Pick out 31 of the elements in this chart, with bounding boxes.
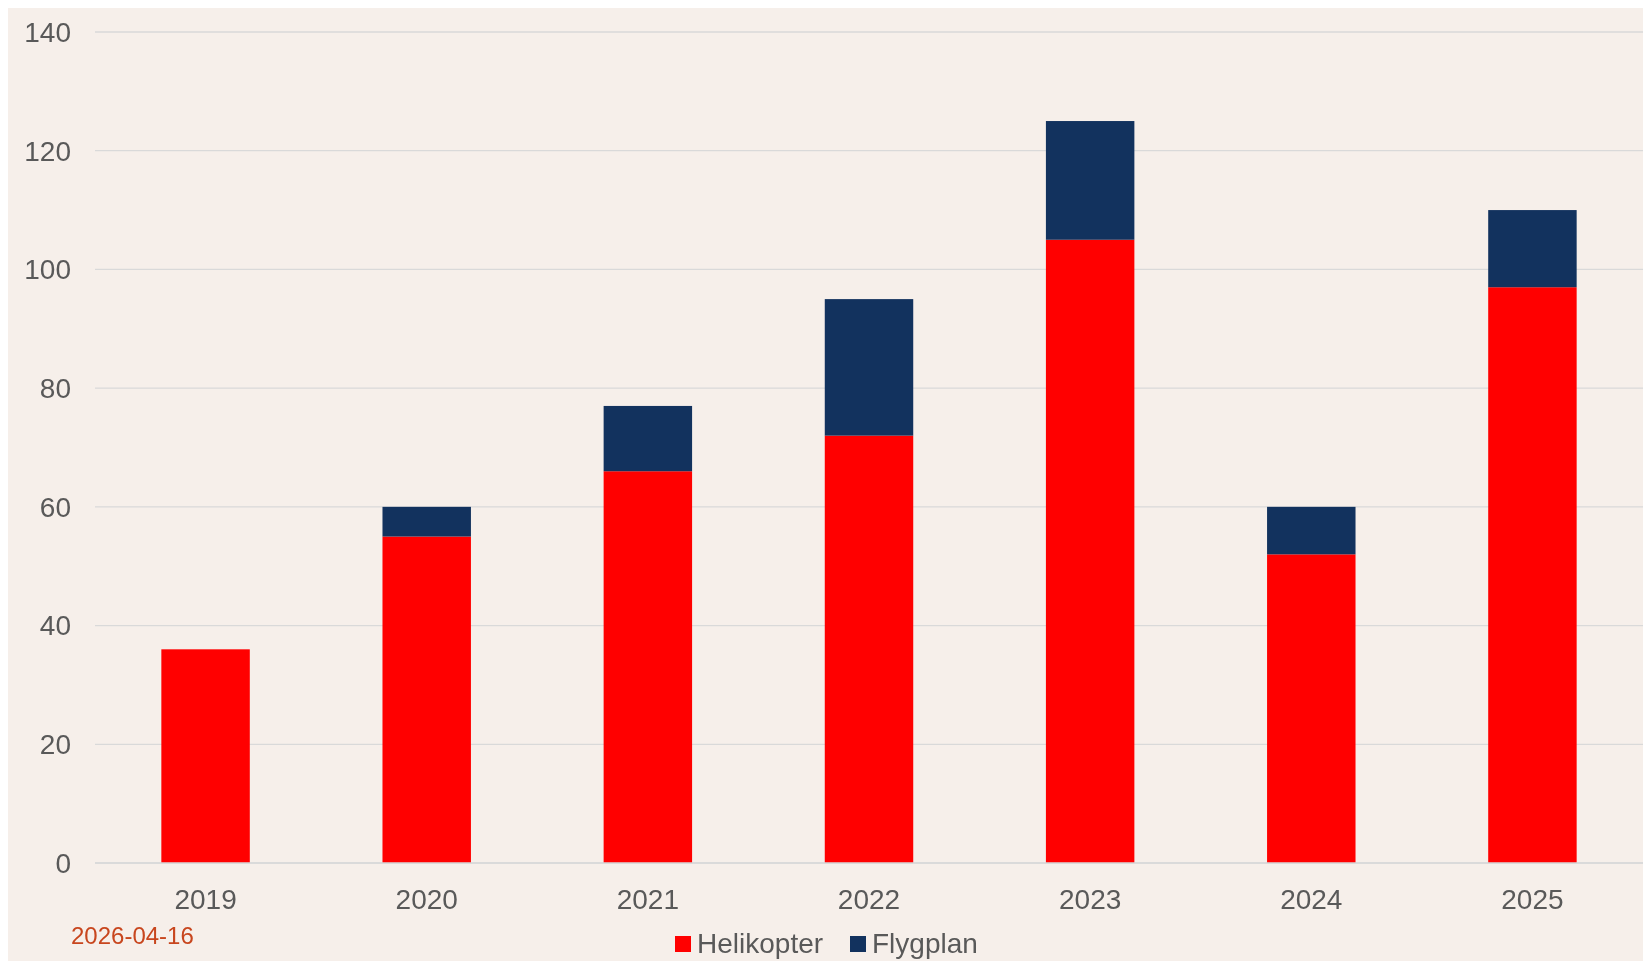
x-tick-label: 2025: [1501, 884, 1564, 915]
y-tick-label: 20: [39, 729, 71, 761]
y-tick-label: 40: [39, 610, 71, 642]
bar: [382, 536, 471, 863]
y-tick-label: 120: [24, 135, 71, 167]
legend-label: Flygplan: [872, 928, 978, 959]
bar: [1488, 287, 1577, 863]
x-tick-label: 2019: [174, 884, 237, 915]
legend-label: Helikopter: [697, 928, 824, 959]
x-tick-label: 2024: [1280, 884, 1343, 915]
bar: [1045, 239, 1135, 863]
bar: [824, 435, 914, 863]
bar: [1488, 210, 1577, 288]
bar: [1267, 506, 1356, 555]
y-tick-label: 100: [24, 254, 71, 286]
bar: [824, 299, 914, 436]
bar: [382, 506, 471, 537]
x-tick-label: 2020: [395, 884, 458, 915]
y-tick-label: 80: [39, 372, 71, 404]
y-tick-label: 0: [55, 847, 71, 879]
bar: [1045, 121, 1135, 240]
y-tick-label: 140: [24, 16, 71, 48]
bar: [603, 471, 693, 863]
bar: [603, 405, 693, 472]
x-tick-label: 2021: [616, 884, 680, 915]
bar: [161, 649, 250, 863]
x-tick-label: 2023: [1058, 884, 1122, 915]
x-tick-label: 2022: [837, 884, 901, 915]
y-tick-label: 60: [39, 491, 71, 523]
text: 2026-04-16: [71, 922, 194, 949]
bar: [1267, 554, 1356, 863]
